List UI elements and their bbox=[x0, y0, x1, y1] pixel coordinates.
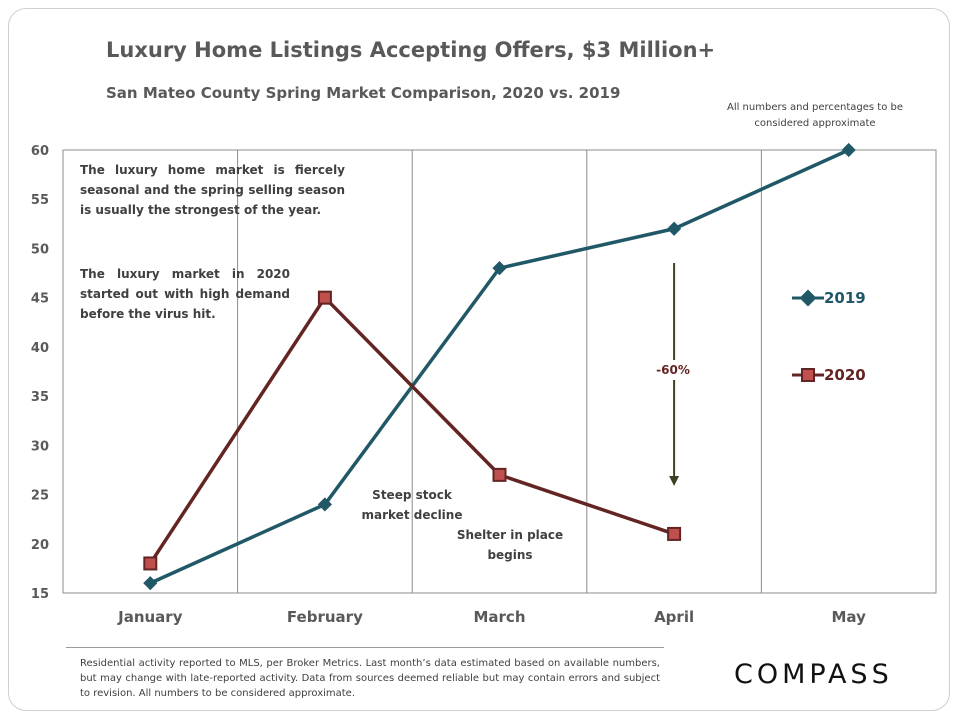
change-label: -60% bbox=[648, 360, 698, 380]
legend-2019-label: 2019 bbox=[824, 289, 866, 307]
legend-2020: 2020 bbox=[792, 365, 866, 385]
legend-2020-label: 2020 bbox=[824, 366, 866, 384]
grid-lines bbox=[62, 149, 937, 594]
x-tick-label: March bbox=[473, 608, 525, 626]
slide-frame bbox=[8, 8, 950, 711]
plot-area-border bbox=[62, 149, 937, 594]
data-point-2019 bbox=[143, 576, 158, 591]
data-point-2020 bbox=[143, 556, 158, 571]
data-point-2020 bbox=[492, 467, 507, 482]
y-tick-label: 55 bbox=[31, 193, 49, 208]
chart-title: Luxury Home Listings Accepting Offers, $… bbox=[106, 38, 716, 62]
y-tick-labels: 15 20 25 30 35 40 45 50 55 60 bbox=[31, 144, 49, 602]
compass-logo: COMPASS bbox=[734, 659, 893, 690]
demand-note: The luxury market in 2020 started out wi… bbox=[80, 267, 290, 321]
y-tick-label: 40 bbox=[31, 341, 49, 356]
data-point-2019 bbox=[317, 497, 332, 512]
y-tick-label: 15 bbox=[31, 587, 49, 602]
series-line-2020 bbox=[148, 295, 675, 565]
y-tick-label: 45 bbox=[31, 292, 49, 307]
shelter-in-place-note: Shelter in place begins bbox=[456, 528, 564, 562]
x-tick-label: April bbox=[654, 608, 694, 626]
y-tick-label: 50 bbox=[31, 242, 49, 257]
footer-divider bbox=[66, 647, 664, 648]
data-point-2019 bbox=[841, 142, 856, 158]
x-tick-label: January bbox=[117, 608, 183, 626]
legend-2019-marker bbox=[792, 289, 824, 307]
data-point-2019 bbox=[492, 261, 507, 276]
y-tick-label: 60 bbox=[31, 144, 49, 159]
data-point-2020 bbox=[667, 526, 682, 541]
footer-note: Residential activity reported to MLS, pe… bbox=[80, 658, 660, 699]
data-point-2019 bbox=[667, 221, 682, 236]
y-tick-label: 30 bbox=[31, 439, 49, 454]
data-point-2020 bbox=[317, 290, 332, 305]
y-tick-label: 20 bbox=[31, 538, 49, 553]
legend-2019: 2019 bbox=[792, 288, 866, 308]
change-arrow-head bbox=[669, 476, 680, 486]
chart-subtitle: San Mateo County Spring Market Compariso… bbox=[106, 84, 621, 102]
seasonal-note: The luxury home market is fiercely seaso… bbox=[80, 163, 345, 217]
x-tick-label: February bbox=[287, 608, 363, 626]
legend-2020-marker bbox=[792, 368, 824, 382]
y-tick-label: 35 bbox=[31, 390, 49, 405]
stock-decline-note: Steep stock market decline bbox=[361, 488, 463, 522]
approximate-disclaimer: All numbers and percentages to be consid… bbox=[726, 102, 904, 129]
x-tick-label: May bbox=[832, 608, 867, 626]
y-tick-label: 25 bbox=[31, 489, 49, 504]
series-layer bbox=[143, 142, 856, 591]
x-tick-labels: January February March April May bbox=[117, 608, 866, 626]
